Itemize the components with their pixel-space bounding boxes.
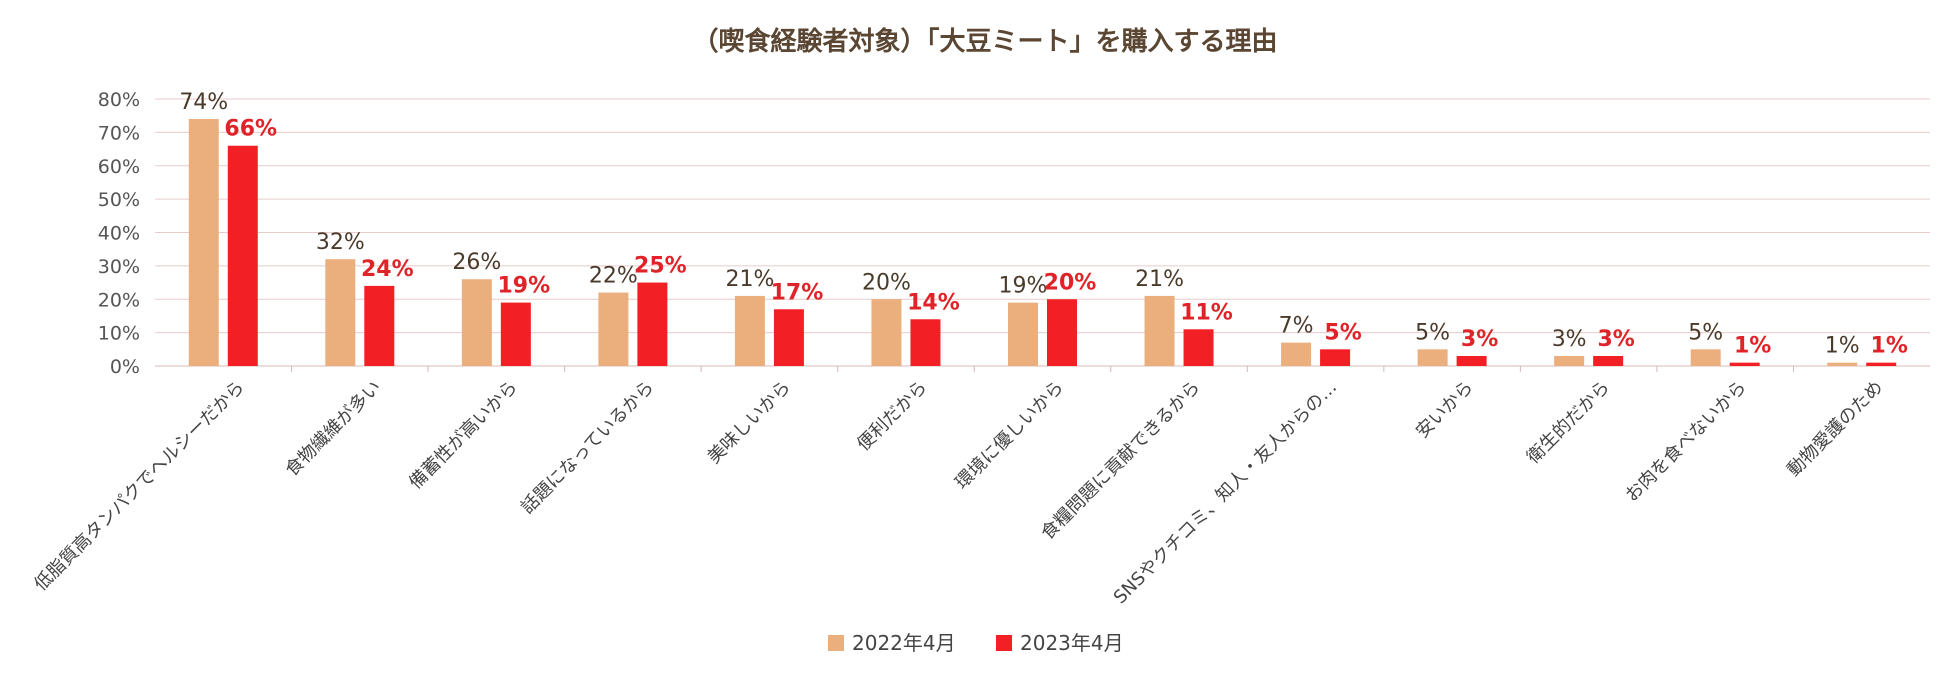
y-tick-label: 50%: [98, 189, 140, 211]
data-label-2022: 5%: [1688, 320, 1723, 345]
data-label-2022: 20%: [862, 270, 911, 295]
legend-label-2023: 2023年4月: [1020, 631, 1124, 655]
data-label-2022: 74%: [179, 90, 228, 115]
bar-2023: [1320, 349, 1351, 366]
bar-2022: [188, 119, 219, 367]
data-label-2023: 19%: [498, 274, 551, 299]
bar-2023: [773, 309, 804, 366]
x-category-label: 動物愛護のため: [1783, 377, 1887, 481]
gridlines: [155, 98, 1930, 367]
data-label-2023: 3%: [1597, 327, 1634, 352]
data-label-2022: 1%: [1825, 334, 1860, 359]
bar-2022: [461, 279, 492, 366]
data-label-2023: 66%: [224, 117, 277, 142]
data-label-2023: 14%: [907, 290, 960, 315]
bar-2022: [1417, 349, 1448, 366]
data-label-2022: 7%: [1279, 314, 1314, 339]
x-category-label: お肉を食べないから: [1621, 377, 1750, 506]
data-label-2022: 19%: [999, 274, 1048, 299]
bar-2022: [325, 259, 356, 366]
data-label-2023: 1%: [1734, 334, 1771, 359]
data-label-2022: 22%: [589, 264, 638, 289]
x-category-label: 衛生的だから: [1523, 377, 1614, 468]
bar-2023: [1866, 362, 1897, 366]
legend-label-2022: 2022年4月: [852, 631, 956, 655]
bar-2023: [1456, 355, 1487, 366]
data-label-2023: 17%: [771, 280, 824, 305]
data-label-2022: 21%: [725, 267, 774, 292]
bar-2022: [1144, 295, 1175, 366]
x-category-label: 美味しいから: [704, 377, 795, 468]
x-category-label: 便利だから: [853, 377, 931, 455]
x-category-label: 話題になっているから: [517, 377, 658, 518]
y-tick-label: 10%: [98, 323, 140, 345]
data-label-2023: 25%: [634, 254, 687, 279]
legend-swatch-2022: [828, 635, 844, 651]
data-label-2023: 11%: [1180, 300, 1233, 325]
bar-2023: [637, 282, 668, 366]
data-label-2022: 26%: [452, 250, 501, 275]
y-tick-label: 80%: [98, 89, 140, 111]
bar-2023: [1593, 355, 1624, 366]
x-category-label: 安いから: [1412, 377, 1478, 443]
bar-2023: [910, 319, 941, 366]
y-tick-label: 30%: [98, 256, 140, 278]
data-label-2023: 1%: [1871, 334, 1908, 359]
x-category-label: 環境に優しいから: [951, 377, 1068, 494]
bar-2023: [364, 285, 395, 366]
x-category-label: 備蓄性が高いから: [405, 377, 522, 494]
x-category-label: 食糧問題に貢献できるから: [1037, 377, 1204, 544]
legend-swatch-2023: [996, 635, 1012, 651]
bar-2023: [500, 302, 531, 366]
bar-2022: [598, 292, 629, 366]
data-label-2022: 21%: [1135, 267, 1184, 292]
bar-2022: [1690, 349, 1721, 366]
x-category-label: 食物繊維が多い: [281, 377, 385, 481]
bar-2023: [227, 145, 258, 366]
y-tick-label: 0%: [110, 356, 140, 378]
bar-2023: [1047, 299, 1077, 366]
bar-2022: [1827, 362, 1858, 366]
y-tick-label: 60%: [98, 156, 140, 178]
data-label-2022: 3%: [1552, 327, 1587, 352]
data-label-2022: 5%: [1415, 320, 1450, 345]
data-label-2023: 3%: [1461, 327, 1498, 352]
data-label-2023: 5%: [1324, 320, 1361, 345]
data-label-2023: 24%: [361, 257, 414, 282]
chart-title: （喫食経験者対象）「大豆ミート」を購入する理由: [692, 26, 1277, 57]
legend: 2022年4月 2023年4月: [828, 631, 1124, 655]
data-label-2022: 32%: [316, 230, 365, 255]
x-category-label: SNSやクチコミ、知人・友人からの…: [1110, 377, 1341, 608]
bars: [188, 119, 1897, 367]
y-tick-label: 40%: [98, 223, 140, 245]
bar-2022: [1554, 355, 1585, 366]
x-axis-ticks: 低脂質高タンパクでヘルシーだから 食物繊維が多い 備蓄性が高いから話題になっているか…: [30, 366, 1887, 608]
y-axis-ticks: 0% 10% 20% 30% 40% 50% 60% 70% 80%: [98, 89, 140, 378]
bar-2023: [1729, 362, 1760, 366]
bar-2022: [1281, 342, 1312, 366]
y-tick-label: 20%: [98, 289, 140, 311]
bar-2022: [734, 295, 765, 366]
data-labels: 74%66%32%24% 26%19% 22%25%21%17% 20%14%19%2…: [179, 90, 1908, 359]
y-tick-label: 70%: [98, 122, 140, 144]
data-label-2023: 20%: [1044, 270, 1097, 295]
bar-2022: [871, 299, 902, 366]
x-category-label: 低脂質高タンパクでヘルシーだから: [30, 377, 248, 595]
bar-2023: [1183, 329, 1214, 366]
bar-2022: [1008, 302, 1038, 366]
